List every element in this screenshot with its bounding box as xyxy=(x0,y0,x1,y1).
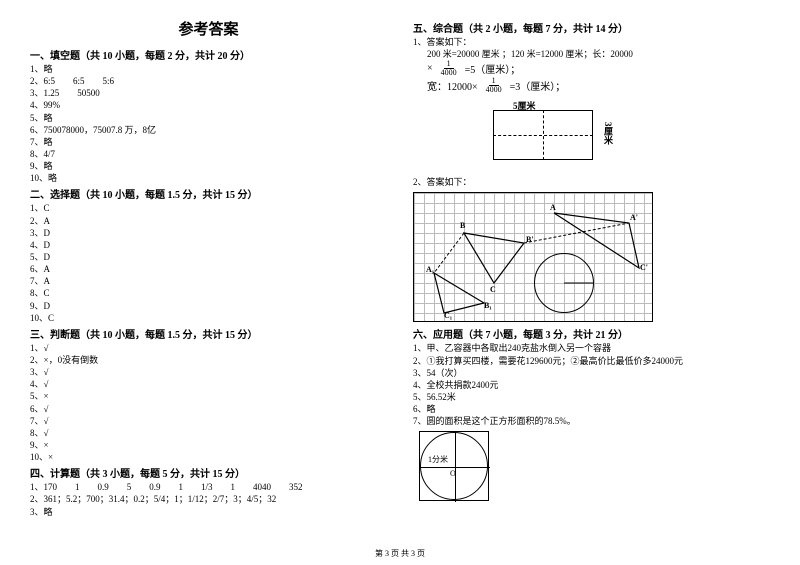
s2-item: 1、C xyxy=(30,202,387,214)
fraction-icon: 1 4000 xyxy=(438,60,460,77)
page-footer: 第 3 页 共 3 页 xyxy=(0,548,800,559)
section-2-header: 二、选择题（共 10 小题，每题 1.5 分，共计 15 分） xyxy=(30,186,387,201)
s3-item: 8、√ xyxy=(30,427,387,439)
s3-item: 5、× xyxy=(30,390,387,402)
s1-item: 1、略 xyxy=(30,63,387,75)
s1-item: 2、6:5 6:5 5:6 xyxy=(30,75,387,87)
grid-label-A: A xyxy=(550,203,556,212)
rectangle-diagram: 5厘米 3厘米 xyxy=(473,100,613,170)
s6-item: 6、略 xyxy=(413,403,770,415)
s2-item: 10、C xyxy=(30,312,387,324)
s1-item: 9、略 xyxy=(30,160,387,172)
s3-item: 2、×，0没有倒数 xyxy=(30,354,387,366)
s2-item: 5、D xyxy=(30,251,387,263)
grid-label-B1: B₁ xyxy=(484,301,492,310)
s6-item: 4、全校共捐款2400元 xyxy=(413,379,770,391)
frac-post: =3（厘米）； xyxy=(510,78,566,93)
s1-item: 8、4/7 xyxy=(30,148,387,160)
s6-item: 1、甲、乙容器中各取出240克盐水倒入另一个容器 xyxy=(413,342,770,354)
s1-item: 4、99% xyxy=(30,99,387,111)
section-3-header: 三、判断题（共 10 小题，每题 1.5 分，共计 15 分） xyxy=(30,326,387,341)
circle-icon xyxy=(534,253,594,313)
s2-item: 6、A xyxy=(30,263,387,275)
s2-item: 9、D xyxy=(30,300,387,312)
center-label: O xyxy=(450,469,456,478)
fraction-icon: 1 4000 xyxy=(483,77,505,94)
s1-item: 3、1.25 50500 xyxy=(30,87,387,99)
s5-frac-line2: 宽：12000× 1 4000 =3（厘米）； xyxy=(427,77,770,94)
s2-item: 8、C xyxy=(30,287,387,299)
line-icon xyxy=(455,432,456,502)
s4-item: 2、361；5.2；700；31.4；0.2；5/4；1；1/12；2/7；3；… xyxy=(30,493,387,505)
s1-item: 5、略 xyxy=(30,112,387,124)
frac-den: 4000 xyxy=(438,69,460,77)
section-6-header: 六、应用题（共 7 小题，每题 3 分，共计 21 分） xyxy=(413,326,770,341)
s1-item: 10、略 xyxy=(30,172,387,184)
grid-label-Bp: B' xyxy=(526,235,534,244)
frac-pre: × xyxy=(427,63,433,74)
rect-label-top: 5厘米 xyxy=(513,99,536,112)
frac-post: =5（厘米）； xyxy=(465,61,521,76)
grid-label-C1: C₁ xyxy=(444,311,452,320)
grid-label-A1: A₁ xyxy=(426,265,434,274)
grid-label-B: B xyxy=(460,221,465,230)
s2-item: 2、A xyxy=(30,215,387,227)
s6-item: 2、①我打算买四楼，需要花129600元；②最高价比最低价多24000元 xyxy=(413,355,770,367)
s4-item: 1、170 1 0.9 5 0.9 1 1/3 1 4040 352 xyxy=(30,481,387,493)
s6-item: 5、56.52米 xyxy=(413,391,770,403)
s3-item: 10、× xyxy=(30,451,387,463)
s5-line1: 200 米=20000 厘米 ；120 米=12000 厘米；长：20000 xyxy=(427,48,770,60)
s5-lead2: 2、答案如下： xyxy=(413,176,770,188)
radius-label: 1分米 xyxy=(428,454,448,465)
circle-icon xyxy=(420,432,488,500)
left-column: 参考答案 一、填空题（共 10 小题，每题 2 分，共计 20 分） 1、略 2… xyxy=(30,18,387,528)
grid-label-C: C xyxy=(490,285,496,294)
grid-label-Ap: A' xyxy=(630,213,638,222)
line2-pre: 宽：12000× xyxy=(427,78,478,93)
section-4-header: 四、计算题（共 3 小题，每题 5 分，共计 15 分） xyxy=(30,465,387,480)
page-title: 参考答案 xyxy=(30,18,387,39)
s3-item: 3、√ xyxy=(30,366,387,378)
s6-item: 7、圆的面积是这个正方形面积的78.5%。 xyxy=(413,415,770,427)
s6-item: 3、54（次） xyxy=(413,367,770,379)
s4-item: 3、略 xyxy=(30,506,387,518)
grid-shapes-icon xyxy=(414,193,654,323)
rect-label-right: 3厘米 xyxy=(602,122,615,145)
section-1-header: 一、填空题（共 10 小题，每题 2 分，共计 20 分） xyxy=(30,47,387,62)
s3-item: 1、√ xyxy=(30,342,387,354)
s5-lead1: 1、答案如下： xyxy=(413,36,770,48)
s1-item: 7、略 xyxy=(30,136,387,148)
s2-item: 3、D xyxy=(30,227,387,239)
s5-frac-line1: × 1 4000 =5（厘米）； xyxy=(427,60,770,77)
s2-item: 7、A xyxy=(30,275,387,287)
grid-label-Cp: C' xyxy=(640,263,648,272)
circle-square-diagram: 1分米 O xyxy=(419,431,489,501)
s3-item: 7、√ xyxy=(30,415,387,427)
s3-item: 4、√ xyxy=(30,378,387,390)
frac-den: 4000 xyxy=(483,86,505,94)
s3-item: 6、√ xyxy=(30,403,387,415)
s3-item: 9、× xyxy=(30,439,387,451)
s1-item: 6、750078000，75007.8 万，8亿 xyxy=(30,124,387,136)
right-column: 五、综合题（共 2 小题，每题 7 分，共计 14 分） 1、答案如下： 200… xyxy=(413,18,770,528)
dash-line-icon xyxy=(543,110,544,160)
grid-diagram: B B' A A' C C' A₁ B₁ C₁ xyxy=(413,192,653,322)
s2-item: 4、D xyxy=(30,239,387,251)
section-5-header: 五、综合题（共 2 小题，每题 7 分，共计 14 分） xyxy=(413,20,770,35)
